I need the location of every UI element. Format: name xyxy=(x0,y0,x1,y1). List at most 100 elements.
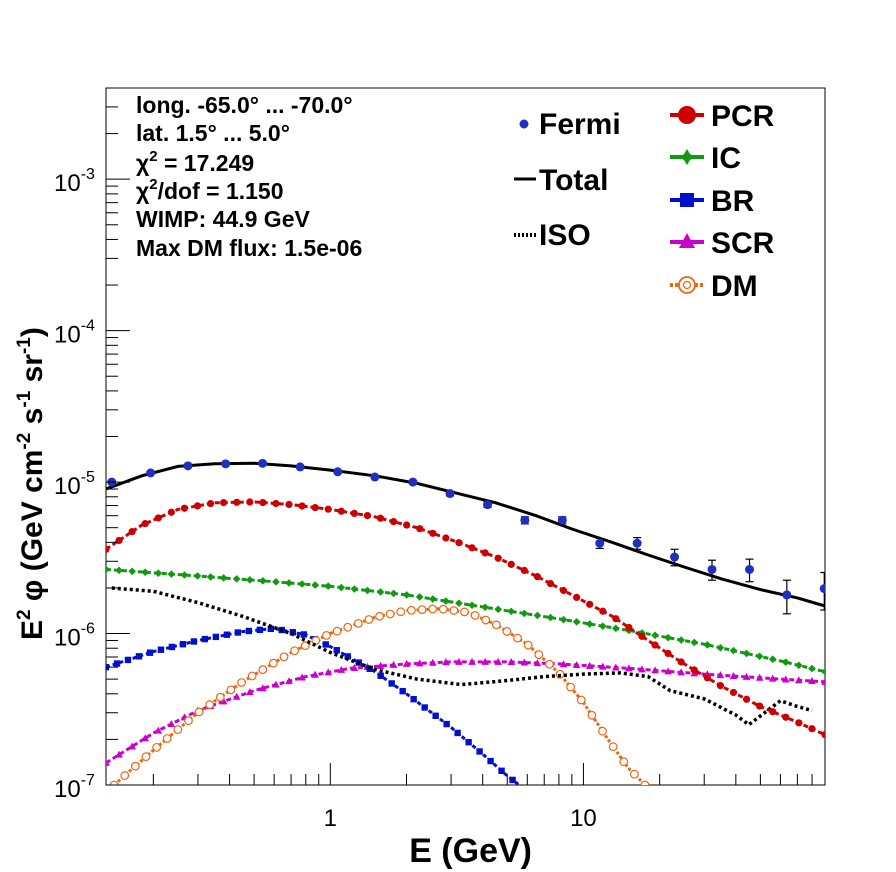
pcr-marker xyxy=(808,725,816,733)
fermi-point xyxy=(146,468,156,478)
annotation-longitude: long. -65.0° ... -70.0° xyxy=(136,92,353,118)
pcr-marker xyxy=(782,713,790,721)
fermi-point xyxy=(745,564,755,574)
ic-marker xyxy=(781,658,790,666)
dm-marker xyxy=(184,716,193,726)
dm-marker xyxy=(364,615,374,624)
pcr-marker xyxy=(716,682,725,690)
ic-marker xyxy=(598,622,607,630)
dm-marker xyxy=(619,757,629,767)
y-title-base: E xyxy=(16,620,49,640)
ic-marker xyxy=(481,603,489,612)
scr-marker xyxy=(259,684,267,692)
fermi-point xyxy=(557,515,567,525)
scr-marker xyxy=(311,670,319,678)
pcr-marker xyxy=(756,702,764,710)
pcr-marker xyxy=(350,509,358,518)
br-marker xyxy=(476,748,483,755)
y-title-sup3: -1 xyxy=(14,390,35,407)
pcr-marker xyxy=(769,708,777,716)
legend-item-fermi: Fermi xyxy=(519,108,621,141)
legend-label-pcr: PCR xyxy=(711,100,775,133)
ic-marker xyxy=(180,571,189,579)
scr-marker xyxy=(154,726,163,734)
dm-marker xyxy=(523,640,533,650)
br-marker xyxy=(509,776,516,784)
br-marker xyxy=(179,641,187,648)
dm-marker xyxy=(576,695,586,705)
ic-marker xyxy=(690,638,699,647)
pcr-marker xyxy=(546,579,555,588)
legend-marker-ic xyxy=(679,149,695,165)
br-marker xyxy=(124,656,132,664)
pcr-marker xyxy=(337,507,345,515)
pcr-marker xyxy=(533,573,542,581)
scr-marker xyxy=(677,668,685,676)
fermi-point xyxy=(408,477,418,487)
y-title-sup2: -2 xyxy=(14,433,35,450)
scr-marker xyxy=(350,663,359,671)
dm-marker xyxy=(130,761,140,771)
dm-marker xyxy=(311,636,321,645)
series-fermi xyxy=(107,458,825,615)
fermi-point xyxy=(295,462,305,472)
legend-marker-pcr xyxy=(678,106,696,124)
legend-left: Fermi Total ISO xyxy=(514,108,621,252)
legend-item-iso: ISO xyxy=(514,219,591,252)
dm-marker xyxy=(141,752,151,762)
dm-marker xyxy=(322,630,331,640)
fermi-point xyxy=(595,538,605,548)
ic-marker xyxy=(664,633,672,642)
br-marker xyxy=(256,626,264,634)
scr-marker xyxy=(481,657,489,665)
scr-marker xyxy=(821,677,825,685)
dm-marker xyxy=(587,710,597,720)
pcr-marker xyxy=(167,508,175,516)
pcr-marker xyxy=(481,549,489,557)
pcr-marker xyxy=(233,498,241,506)
pcr-marker xyxy=(429,529,437,537)
pcr-marker xyxy=(403,521,411,529)
scr-marker xyxy=(389,660,398,668)
scr-marker xyxy=(115,750,123,758)
dm-marker xyxy=(215,692,225,702)
br-marker xyxy=(234,629,242,636)
ic-marker xyxy=(533,611,542,620)
ic-marker xyxy=(219,574,228,582)
pcr-marker xyxy=(690,666,698,674)
fermi-point xyxy=(707,564,717,574)
ic-marker xyxy=(520,609,529,618)
scr-marker xyxy=(533,659,542,667)
fermi-point xyxy=(670,552,680,562)
dm-marker xyxy=(300,641,310,651)
ic-marker xyxy=(716,643,725,652)
dm-marker xyxy=(385,609,395,619)
ic-marker xyxy=(808,664,816,673)
pcr-marker xyxy=(494,554,502,562)
dm-marker xyxy=(428,604,438,614)
pcr-marker xyxy=(507,560,515,568)
ic-marker xyxy=(350,585,359,593)
br-marker xyxy=(333,647,340,654)
pcr-marker xyxy=(416,525,424,533)
x-tick-label: 1 xyxy=(324,805,337,832)
ic-marker xyxy=(128,567,136,576)
ic-marker xyxy=(415,593,424,601)
ic-marker xyxy=(389,589,398,598)
ic-marker xyxy=(167,570,176,578)
ic-marker xyxy=(311,581,319,589)
pcr-marker xyxy=(376,514,385,522)
svg-text:E2 φ (GeV cm-2 s-1 sr-1): E2 φ (GeV cm-2 s-1 sr-1) xyxy=(14,327,49,640)
br-marker xyxy=(399,687,406,695)
dm-marker xyxy=(449,606,459,615)
pcr-marker xyxy=(154,514,162,522)
scr-marker xyxy=(167,720,176,728)
pcr-marker xyxy=(729,688,738,697)
pcr-marker xyxy=(363,511,372,520)
legend-right: PCR IC BR SCR DM xyxy=(670,100,775,303)
dm-marker xyxy=(375,611,384,621)
scr-marker xyxy=(246,688,254,696)
scr-marker xyxy=(376,661,385,669)
fit-annotations: long. -65.0° ... -70.0° lat. 1.5° ... 5.… xyxy=(136,92,362,261)
